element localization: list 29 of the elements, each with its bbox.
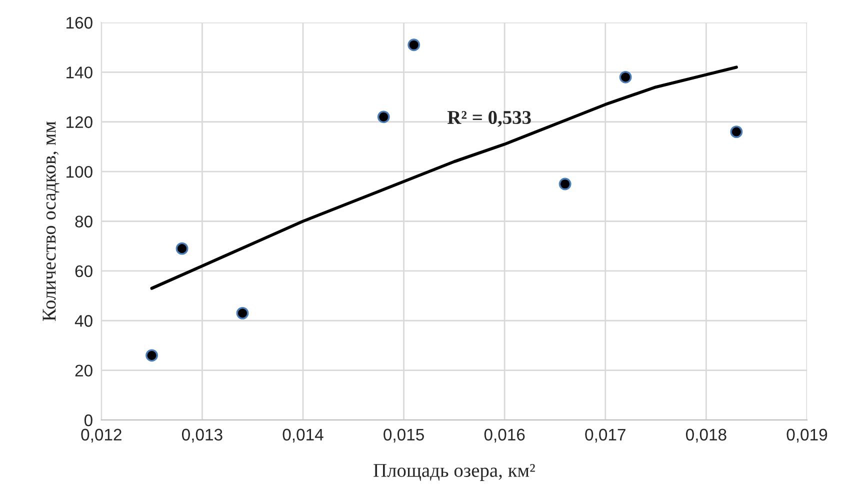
x-tick-label: 0,015 <box>384 428 424 443</box>
y-tick-label: 100 <box>66 166 92 178</box>
x-tick-label: 0,017 <box>585 428 626 443</box>
point <box>236 306 249 320</box>
y-tick-label: 0 <box>84 414 92 426</box>
x-tick-label: 0,019 <box>786 428 828 443</box>
x-tick-label: 0,016 <box>484 428 525 443</box>
point <box>377 110 390 124</box>
point <box>558 178 572 190</box>
y-tick-label: 40 <box>74 315 92 327</box>
point <box>146 349 158 362</box>
y-tick-label: 20 <box>75 364 92 377</box>
point <box>176 242 188 255</box>
point <box>730 126 743 138</box>
point <box>408 38 420 52</box>
y-axis-title: Количество осадков, мм <box>42 121 60 321</box>
y-tick-label: 140 <box>66 66 92 78</box>
annotation: R² = 0,533 <box>447 110 531 127</box>
x-tick-label: 0,018 <box>686 428 726 443</box>
x-axis-title: Площадь озера, км² <box>374 464 535 481</box>
x-tick-label: 0,012 <box>81 428 122 443</box>
point <box>619 70 632 84</box>
y-tick-label: 120 <box>66 116 92 128</box>
line-series <box>150 66 738 290</box>
y-tick-label: 60 <box>75 265 92 278</box>
x-tick-label: 0,014 <box>282 428 324 443</box>
y-tick-label: 160 <box>66 16 92 29</box>
x-tick-label: 0,013 <box>182 428 222 443</box>
y-tick-label: 80 <box>75 216 92 228</box>
